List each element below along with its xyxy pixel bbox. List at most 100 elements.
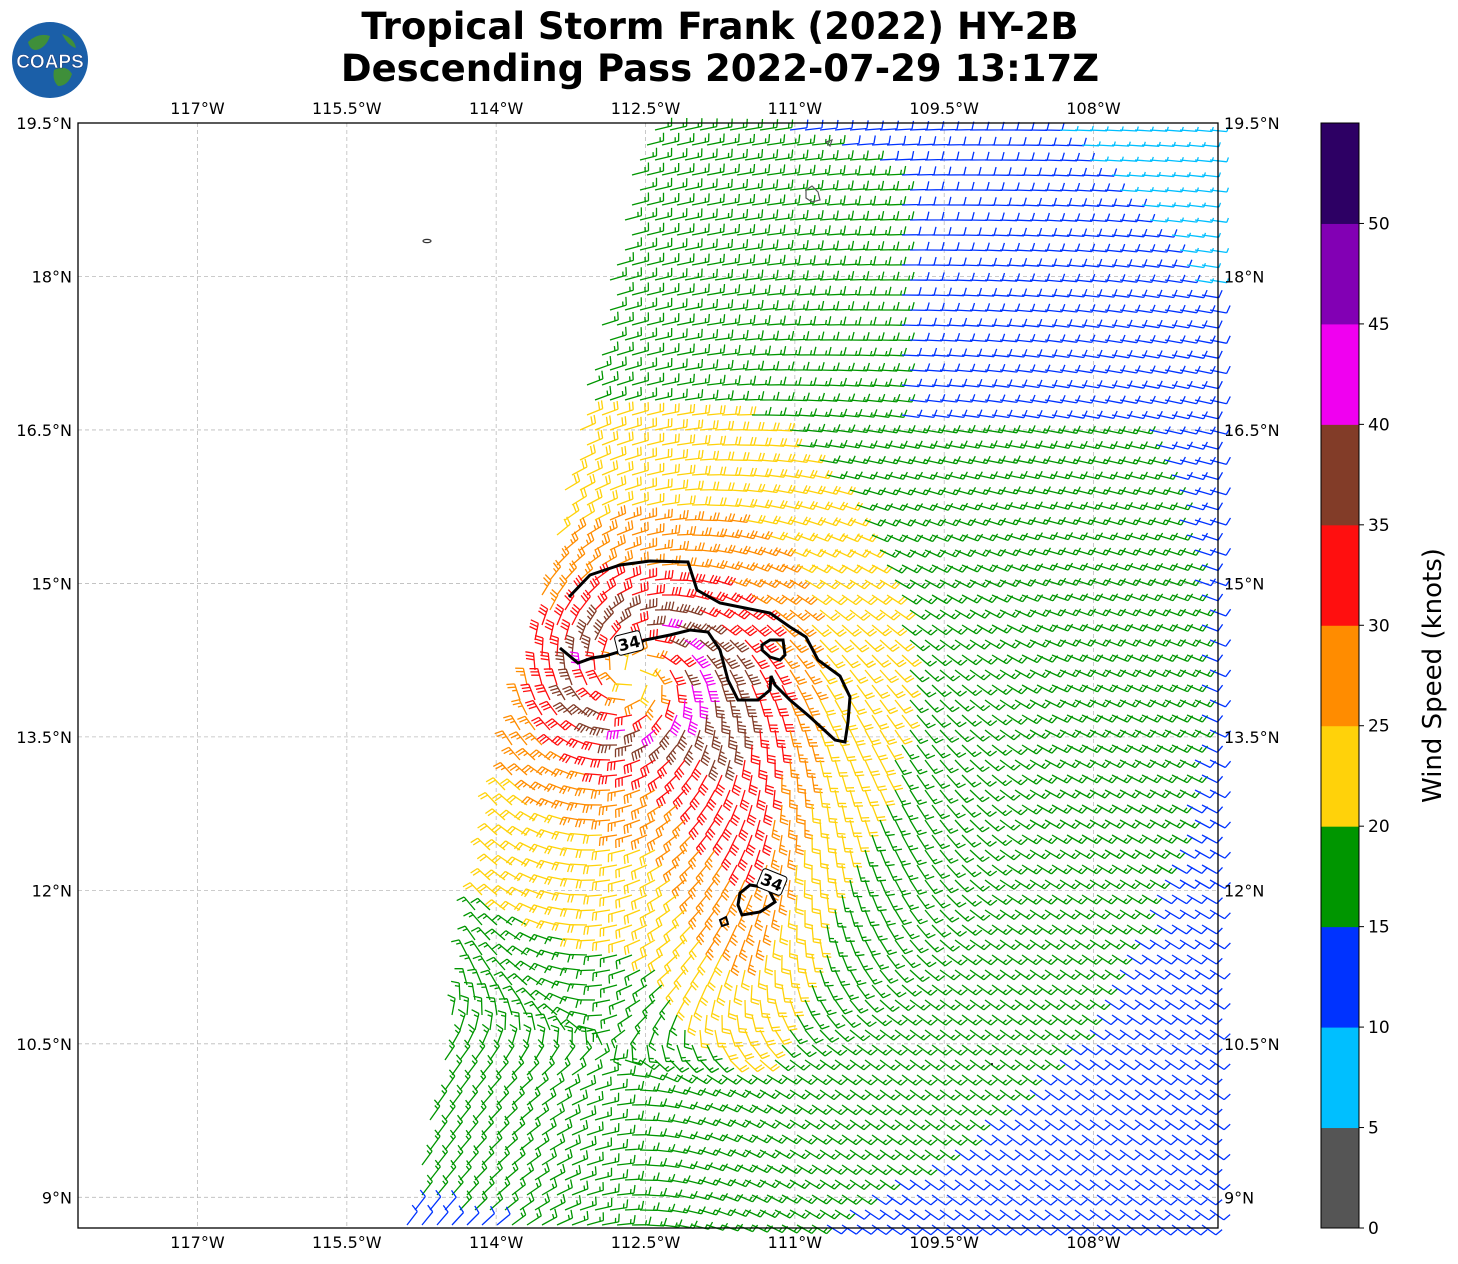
wind-barb: [1081, 654, 1104, 663]
wind-barb: [849, 424, 871, 434]
wind-barb: [762, 834, 772, 856]
wind-barb: [436, 1084, 448, 1106]
wind-barb: [630, 804, 648, 821]
wind-barb: [1021, 984, 1043, 996]
wind-barb: [1134, 547, 1157, 556]
wind-barb: [569, 603, 581, 626]
wind-barb: [879, 579, 901, 590]
wind-barb: [781, 1104, 803, 1115]
wind-barb: [819, 609, 841, 622]
wind-barb: [826, 165, 846, 176]
wind-barb: [1134, 879, 1156, 890]
wind-barb: [676, 133, 695, 146]
wind-barb: [1006, 1194, 1028, 1206]
wind-barb: [781, 594, 803, 605]
wind-barb: [639, 1172, 660, 1182]
wind-barb: [486, 996, 498, 1016]
wind-barb: [1021, 1074, 1043, 1086]
wind-barb: [894, 849, 911, 866]
wind-barb: [1036, 954, 1058, 966]
wind-barb: [856, 1224, 878, 1235]
wind-barb: [811, 285, 832, 296]
wind-barb: [1171, 654, 1194, 663]
wind-barb: [841, 347, 862, 357]
wind-barb: [691, 434, 711, 446]
wind-barb: [826, 1194, 848, 1205]
wind-barb: [826, 684, 845, 701]
wind-barb: [789, 454, 811, 464]
wind-barb: [1209, 487, 1231, 496]
wind-barb: [1029, 152, 1050, 162]
wind-barb: [551, 922, 573, 931]
wind-barb: [1044, 122, 1065, 132]
wind-barb: [1059, 1119, 1081, 1131]
wind-barb: [991, 714, 1013, 726]
wind-barb: [654, 177, 673, 191]
wind-barb: [1104, 1059, 1126, 1071]
wind-barb: [856, 256, 877, 266]
wind-barb: [601, 1123, 620, 1136]
wind-barb: [916, 1074, 938, 1086]
wind-barb: [459, 1160, 472, 1181]
wind-barb: [864, 1179, 886, 1191]
wind-barb: [736, 714, 747, 734]
wind-barb: [909, 302, 930, 312]
wind-barb: [1096, 1164, 1118, 1176]
wind-barb: [1089, 1209, 1111, 1221]
wind-barb: [787, 849, 797, 871]
colorbar-tick-label: 25: [1368, 717, 1390, 737]
wind-barb: [834, 1059, 856, 1071]
wind-barb: [939, 302, 961, 312]
wind-barb: [856, 714, 874, 731]
wind-barb: [609, 1139, 629, 1151]
wind-barb: [1074, 608, 1097, 617]
wind-barb: [871, 316, 892, 326]
wind-barb: [984, 639, 1006, 650]
wind-barb: [1074, 425, 1096, 435]
wind-barb: [946, 1224, 968, 1236]
wind-barb: [579, 1040, 593, 1061]
wind-barb: [1074, 1119, 1096, 1131]
wind-barb: [474, 1130, 488, 1151]
wind-barb: [901, 894, 919, 911]
wind-barb: [608, 939, 626, 954]
wind-barb: [763, 804, 773, 826]
wind-barb: [611, 683, 633, 693]
wind-barb: [594, 533, 611, 551]
wind-barb: [1141, 1194, 1163, 1206]
wind-barb: [939, 699, 960, 713]
wind-barb: [1141, 924, 1163, 935]
wind-barb: [748, 774, 758, 796]
wind-barb: [691, 623, 714, 634]
wind-barb: [571, 458, 588, 476]
wind-barb: [1014, 152, 1035, 162]
wind-barb: [774, 269, 794, 281]
wind-barb: [796, 469, 818, 479]
wind-barb: [1006, 1164, 1028, 1176]
wind-barb: [789, 270, 809, 281]
wind-barb: [601, 371, 619, 386]
wind-barb: [991, 774, 1013, 787]
wind-barb: [1021, 563, 1044, 572]
wind-barb: [826, 924, 839, 943]
wind-barb: [464, 940, 483, 956]
wind-barb: [811, 984, 827, 1002]
wind-barb: [894, 1059, 916, 1071]
wind-barb: [616, 282, 634, 296]
wind-barb: [826, 1224, 848, 1235]
wind-barb: [655, 909, 671, 928]
wind-barb: [551, 951, 573, 961]
wind-barb: [729, 178, 749, 191]
wind-barb: [871, 1164, 893, 1176]
wind-barb: [477, 913, 498, 926]
wind-barb: [774, 547, 797, 557]
wind-barb: [1156, 924, 1178, 935]
wind-barb: [909, 909, 928, 925]
wind-barb: [879, 120, 900, 131]
wind-barb: [751, 499, 773, 509]
wind-barb: [871, 774, 888, 792]
wind-barb: [1051, 410, 1073, 419]
wind-barb: [886, 684, 906, 699]
wind-barb: [1044, 1059, 1066, 1071]
tick-label-bottom: 115.5°W: [312, 1233, 382, 1252]
